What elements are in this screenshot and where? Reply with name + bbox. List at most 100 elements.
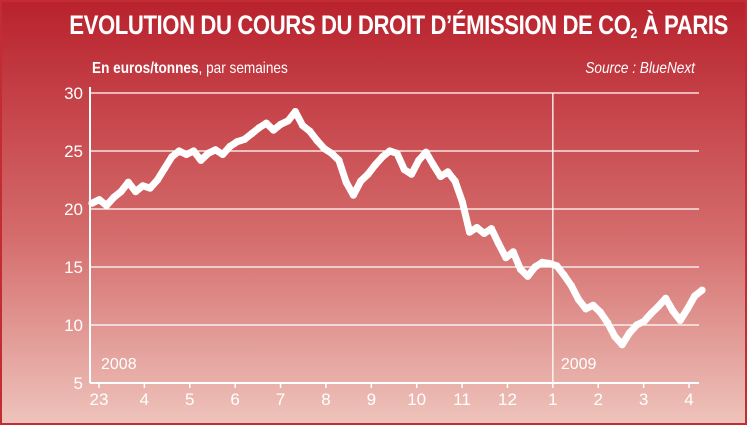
x-tick-label: 6 [230,390,239,409]
data-point [466,228,474,236]
data-point [248,130,256,138]
data-point [349,191,357,199]
data-point [168,153,176,161]
data-point [633,321,641,329]
data-point [204,149,212,157]
data-point [182,150,190,159]
data-point [495,240,503,248]
data-point [95,196,103,204]
x-tick-label: 9 [367,390,376,409]
y-tick-label: 30 [64,84,83,103]
data-point [560,271,568,279]
data-point [219,150,227,159]
data-point [698,286,706,294]
x-tick-label: 4 [140,390,149,409]
data-point [328,149,336,157]
chart-title-tail: À PARIS [636,10,729,40]
x-tick-label: 3 [639,390,648,409]
x-tick-label: 2 [593,390,602,409]
data-point [262,119,270,127]
data-point [683,305,692,313]
data-point [480,229,488,237]
data-point [654,302,663,310]
data-point [582,305,590,313]
data-point [538,258,546,266]
data-point [407,170,416,178]
data-point [589,301,597,309]
data-point [516,265,525,273]
data-point [669,307,677,315]
data-point [691,292,699,300]
data-point [386,147,394,155]
x-tick-label: 5 [185,390,194,409]
data-point [161,164,169,172]
data-point [175,147,183,155]
x-tick-label: 10 [407,390,426,409]
year-label-2008: 2008 [101,356,137,373]
price-series-line [88,108,706,349]
data-point [378,153,387,161]
data-point [88,199,96,207]
data-point [437,172,445,181]
data-point [139,182,147,190]
data-point [553,262,561,270]
data-point [502,254,510,262]
data-point [124,178,132,186]
data-point [291,108,299,116]
data-point [604,319,612,327]
x-tick-label: 11 [453,390,471,409]
data-point [545,259,554,268]
chart-title-main: EVOLUTION DU COURS DU DROIT D’ÉMISSION D… [69,10,631,40]
data-point [132,188,140,196]
data-point [676,316,684,324]
data-point [451,177,459,185]
data-point [342,178,350,186]
x-tick-label: 12 [498,390,517,409]
data-point [647,309,655,317]
data-point [197,156,205,164]
data-point [269,126,278,134]
data-point [596,308,604,316]
data-point [110,193,118,201]
data-point [473,224,481,232]
data-point [299,121,307,130]
data-point [487,225,495,233]
x-tick-label: 23 [90,390,109,409]
data-point [306,127,314,135]
data-point [524,272,532,280]
data-point [233,138,241,146]
data-point [255,124,263,132]
data-point [574,295,583,304]
data-point [284,117,292,125]
data-point [444,168,452,176]
unit-label: En euros/tonnes [92,60,199,77]
y-tick-label: 15 [64,258,83,277]
data-point [117,188,125,196]
data-point [458,198,466,206]
data-point [226,142,234,150]
data-point [625,329,634,337]
chart-title: EVOLUTION DU COURS DU DROIT D’ÉMISSION D… [69,10,728,42]
data-point [618,341,626,349]
data-point [422,148,430,156]
data-point [567,282,575,290]
data-point [662,294,670,302]
data-point [153,176,161,184]
data-point [102,201,111,210]
data-point [611,333,619,341]
data-point [393,149,401,157]
x-tick-label: 7 [276,390,285,409]
x-tick-label: 8 [321,390,330,409]
data-point [364,170,372,178]
data-point [415,156,423,164]
x-tick-label: 1 [548,390,557,409]
data-point [320,145,328,153]
source-label: Source : BlueNext [585,60,695,77]
chart-title-subscript: 2 [630,25,638,42]
data-point [211,146,220,154]
data-point [531,263,539,271]
data-point [357,177,365,185]
data-point [371,161,379,169]
